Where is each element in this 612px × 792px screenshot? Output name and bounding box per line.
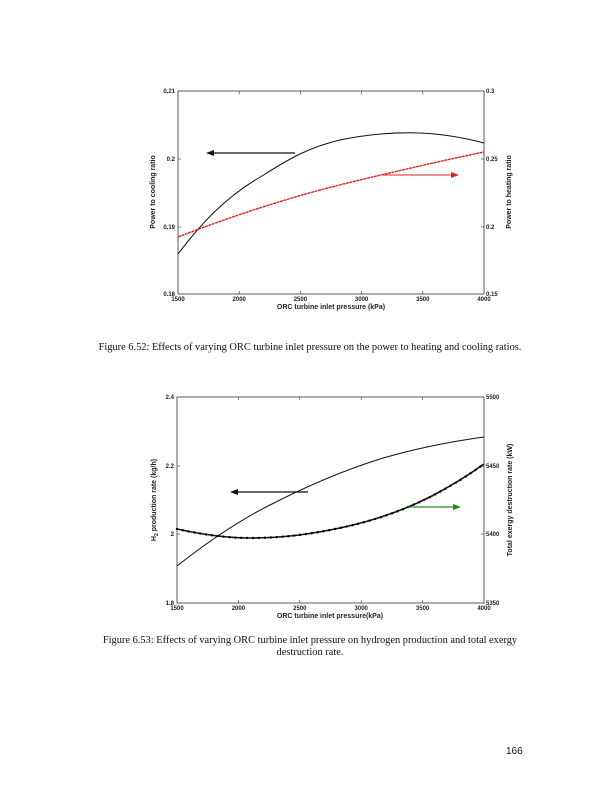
exergy-destruction-curve <box>176 463 485 539</box>
right-axis-arrow-icon <box>408 504 461 510</box>
y-right-tick-label: 5400 <box>486 532 500 538</box>
page-number: 166 <box>506 746 523 757</box>
x-tick-label: 3500 <box>416 606 430 612</box>
left-axis-arrow-icon <box>230 489 308 495</box>
x-tick-label: 2000 <box>233 297 247 303</box>
x-tick-label: 1500 <box>170 606 184 612</box>
y-left-tick-label: 0.2 <box>167 157 176 163</box>
y-right-tick-label: 0.3 <box>486 89 495 95</box>
x-tick-label: 2000 <box>232 606 246 612</box>
x-ticks <box>177 397 484 603</box>
x-tick-label: 4000 <box>477 606 491 612</box>
x-tick-label: 2500 <box>293 606 307 612</box>
y-left-tick-label: 0.19 <box>163 225 175 231</box>
y-right-tick-label: 5500 <box>486 395 500 401</box>
y-left-tick-label: 1.8 <box>166 601 175 607</box>
h2-production-curve <box>176 436 485 567</box>
y-left-tick-label: 0.18 <box>163 292 175 298</box>
x-tick-label: 3500 <box>416 297 430 303</box>
y-left-tick-label: 2.4 <box>166 395 175 401</box>
x-tick-label: 3000 <box>355 606 369 612</box>
figure-6-53-caption: Figure 6.53: Effects of varying ORC turb… <box>60 635 560 659</box>
caption-line-2: destruction rate. <box>276 647 344 658</box>
y-right-tick-label: 5350 <box>486 601 500 607</box>
x-tick-label: 3000 <box>355 297 369 303</box>
y-right-tick-label: 5450 <box>486 464 500 470</box>
plot-frame <box>176 396 485 604</box>
power-to-heating-curve <box>177 151 485 238</box>
caption-line-1: Figure 6.53: Effects of varying ORC turb… <box>102 635 518 646</box>
y-right-axis-label: Total exergy destruction rate (kW) <box>507 444 514 557</box>
y-left-tick-label: 2 <box>171 532 175 538</box>
y-left-axis-label: H2 production rate (kg/h) <box>151 459 160 541</box>
plot-frame <box>177 90 485 295</box>
figure-6-53-chart: 1500 2000 2500 3000 3500 4000 1.8 2 2.2 … <box>151 395 514 620</box>
figure-6-52-caption: Figure 6.52: Effects of varying ORC turb… <box>98 342 522 353</box>
power-to-cooling-curve <box>177 132 485 255</box>
x-ticks <box>178 91 484 294</box>
left-axis-arrow-icon <box>206 150 295 156</box>
y-left-tick-label: 0.21 <box>163 89 175 95</box>
x-tick-label: 4000 <box>477 297 491 303</box>
x-tick-label: 2500 <box>294 297 308 303</box>
y-right-tick-label: 0.25 <box>486 157 498 163</box>
y-left-tick-label: 2.2 <box>166 464 175 470</box>
y-right-tick-label: 0.2 <box>486 225 495 231</box>
exergy-curve-markers <box>175 462 486 540</box>
y-right-tick-label: 0.15 <box>486 292 498 298</box>
figure-6-52-chart: 1500 2000 2500 3000 3500 4000 0.18 0.19 … <box>150 89 513 311</box>
y-right-axis-label: Power to heating ratio <box>506 155 513 229</box>
right-axis-arrow-icon <box>383 172 459 178</box>
y-left-axis-label: Power to cooling ratio <box>150 155 157 229</box>
x-axis-label: ORC turbine inlet pressure (kPa) <box>277 304 385 311</box>
x-axis-label: ORC turbine inlet pressure(kPa) <box>277 613 383 620</box>
x-tick-label: 1500 <box>171 297 185 303</box>
